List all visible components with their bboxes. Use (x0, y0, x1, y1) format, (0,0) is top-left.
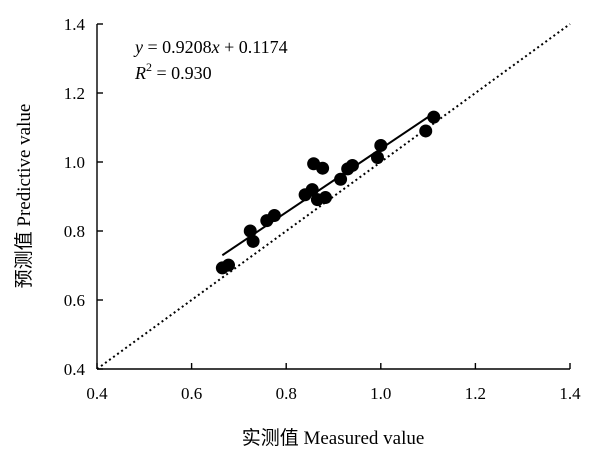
plot-area: 0.4 0.6 0.8 1.0 1.2 1.4 0.4 0.6 0.8 1.0 1.2 1.4 (64, 15, 581, 403)
y-tick-label: 1.4 (64, 15, 86, 34)
data-point (221, 258, 235, 272)
data-points (215, 110, 441, 275)
x-tick-label: 0.6 (181, 384, 202, 403)
y-tick-label: 0.8 (64, 222, 85, 241)
y-tick-label: 0.4 (64, 360, 86, 379)
data-point (316, 161, 330, 175)
data-point (334, 172, 348, 186)
data-point (370, 151, 384, 165)
x-tick-label: 1.2 (465, 384, 486, 403)
regression-equation: y = 0.9208x + 0.1174 (133, 37, 288, 57)
data-point (243, 224, 257, 238)
y-tick-label: 1.0 (64, 153, 85, 172)
data-point (246, 234, 260, 248)
data-point (267, 208, 281, 222)
y-tick-label: 0.6 (64, 291, 85, 310)
regression-fit-line (221, 112, 435, 257)
x-axis-title: 实测值 Measured value (242, 427, 425, 449)
y-ticks: 0.4 0.6 0.8 1.0 1.2 1.4 (64, 15, 103, 379)
data-point (345, 158, 359, 172)
x-tick-label: 0.8 (276, 384, 297, 403)
data-point (427, 110, 441, 124)
y-axis-title: 预测值 Predictive value (13, 104, 35, 289)
x-tick-label: 1.4 (559, 384, 581, 403)
y-tick-label: 1.2 (64, 84, 85, 103)
x-ticks: 0.4 0.6 0.8 1.0 1.2 1.4 (86, 363, 581, 403)
data-point (419, 124, 433, 138)
data-point (318, 191, 332, 205)
data-point (305, 183, 319, 197)
x-tick-label: 0.4 (86, 384, 108, 403)
r-squared-value: R2 = 0.930 (134, 60, 212, 83)
x-tick-label: 1.0 (370, 384, 391, 403)
data-point (374, 138, 388, 152)
